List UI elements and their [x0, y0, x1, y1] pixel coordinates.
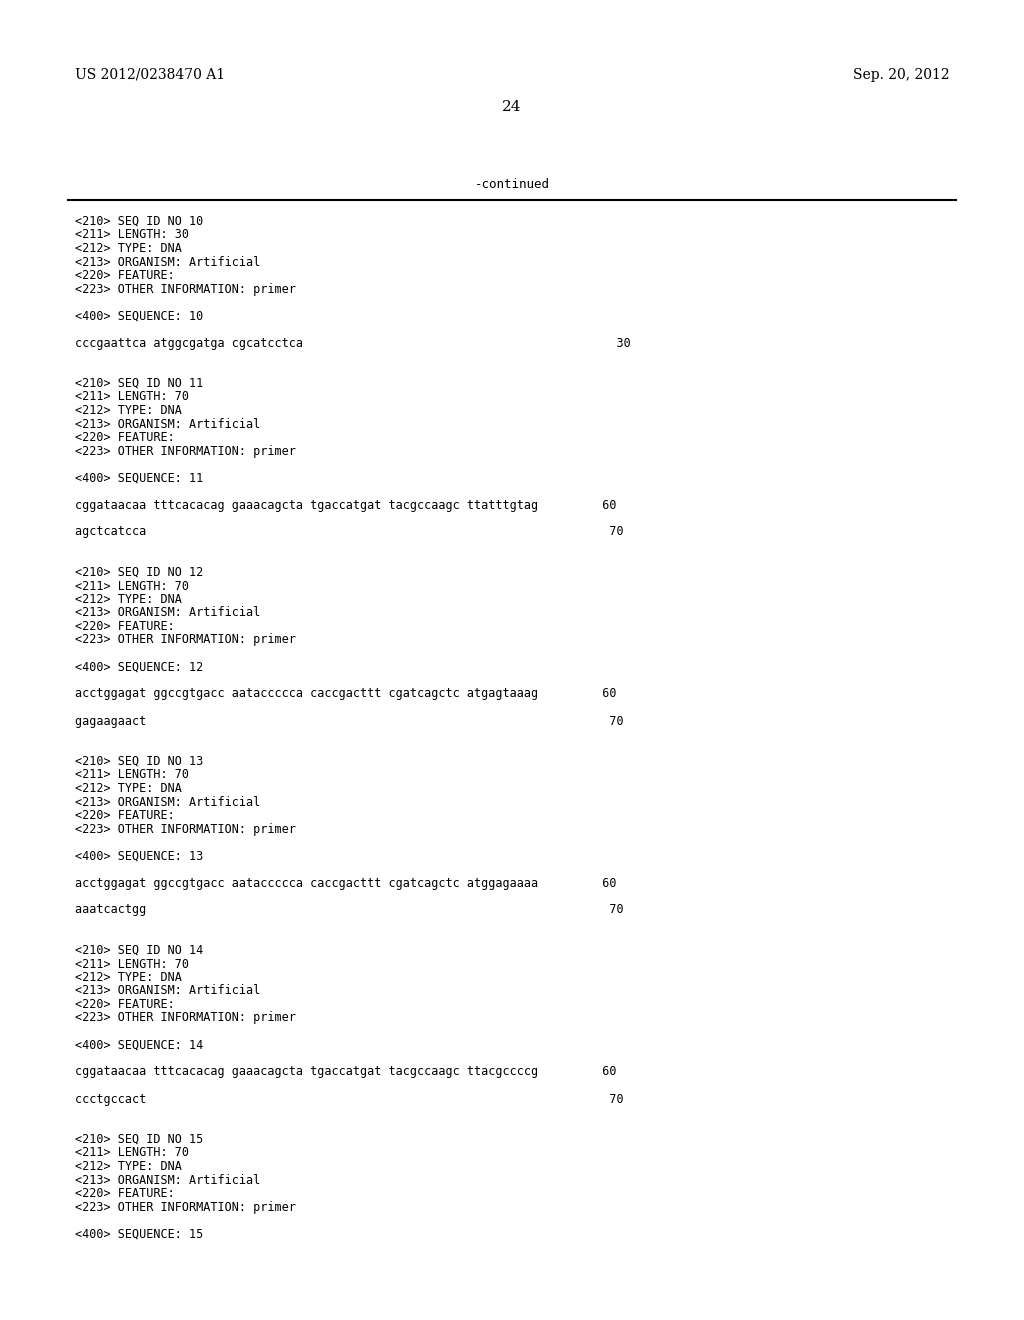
Text: <213> ORGANISM: Artificial: <213> ORGANISM: Artificial	[75, 606, 260, 619]
Text: <211> LENGTH: 70: <211> LENGTH: 70	[75, 579, 189, 593]
Text: <212> TYPE: DNA: <212> TYPE: DNA	[75, 593, 182, 606]
Text: <211> LENGTH: 30: <211> LENGTH: 30	[75, 228, 189, 242]
Text: ccctgccact                                                                 70: ccctgccact 70	[75, 1093, 624, 1106]
Text: gagaagaact                                                                 70: gagaagaact 70	[75, 714, 624, 727]
Text: -continued: -continued	[474, 178, 550, 191]
Text: cggataacaa tttcacacag gaaacagcta tgaccatgat tacgccaagc ttacgccccg         60: cggataacaa tttcacacag gaaacagcta tgaccat…	[75, 1065, 616, 1078]
Text: <213> ORGANISM: Artificial: <213> ORGANISM: Artificial	[75, 1173, 260, 1187]
Text: <220> FEATURE:: <220> FEATURE:	[75, 998, 175, 1011]
Text: US 2012/0238470 A1: US 2012/0238470 A1	[75, 69, 225, 82]
Text: <212> TYPE: DNA: <212> TYPE: DNA	[75, 242, 182, 255]
Text: <212> TYPE: DNA: <212> TYPE: DNA	[75, 781, 182, 795]
Text: <223> OTHER INFORMATION: primer: <223> OTHER INFORMATION: primer	[75, 822, 296, 836]
Text: <213> ORGANISM: Artificial: <213> ORGANISM: Artificial	[75, 256, 260, 268]
Text: <211> LENGTH: 70: <211> LENGTH: 70	[75, 957, 189, 970]
Text: <210> SEQ ID NO 10: <210> SEQ ID NO 10	[75, 215, 203, 228]
Text: <210> SEQ ID NO 13: <210> SEQ ID NO 13	[75, 755, 203, 768]
Text: <213> ORGANISM: Artificial: <213> ORGANISM: Artificial	[75, 417, 260, 430]
Text: <400> SEQUENCE: 11: <400> SEQUENCE: 11	[75, 471, 203, 484]
Text: <223> OTHER INFORMATION: primer: <223> OTHER INFORMATION: primer	[75, 634, 296, 647]
Text: <211> LENGTH: 70: <211> LENGTH: 70	[75, 1147, 189, 1159]
Text: <213> ORGANISM: Artificial: <213> ORGANISM: Artificial	[75, 796, 260, 808]
Text: <220> FEATURE:: <220> FEATURE:	[75, 269, 175, 282]
Text: cccgaattca atggcgatga cgcatcctca                                            30: cccgaattca atggcgatga cgcatcctca 30	[75, 337, 631, 350]
Text: <210> SEQ ID NO 12: <210> SEQ ID NO 12	[75, 566, 203, 579]
Text: <220> FEATURE:: <220> FEATURE:	[75, 809, 175, 822]
Text: Sep. 20, 2012: Sep. 20, 2012	[853, 69, 950, 82]
Text: <223> OTHER INFORMATION: primer: <223> OTHER INFORMATION: primer	[75, 282, 296, 296]
Text: 24: 24	[502, 100, 522, 114]
Text: <223> OTHER INFORMATION: primer: <223> OTHER INFORMATION: primer	[75, 1200, 296, 1213]
Text: <400> SEQUENCE: 15: <400> SEQUENCE: 15	[75, 1228, 203, 1241]
Text: <210> SEQ ID NO 14: <210> SEQ ID NO 14	[75, 944, 203, 957]
Text: <210> SEQ ID NO 11: <210> SEQ ID NO 11	[75, 378, 203, 389]
Text: <400> SEQUENCE: 10: <400> SEQUENCE: 10	[75, 309, 203, 322]
Text: <220> FEATURE:: <220> FEATURE:	[75, 1187, 175, 1200]
Text: acctggagat ggccgtgacc aataccccca caccgacttt cgatcagctc atgagtaaag         60: acctggagat ggccgtgacc aataccccca caccgac…	[75, 688, 616, 701]
Text: <220> FEATURE:: <220> FEATURE:	[75, 432, 175, 444]
Text: <211> LENGTH: 70: <211> LENGTH: 70	[75, 768, 189, 781]
Text: <223> OTHER INFORMATION: primer: <223> OTHER INFORMATION: primer	[75, 1011, 296, 1024]
Text: aaatcactgg                                                                 70: aaatcactgg 70	[75, 903, 624, 916]
Text: <212> TYPE: DNA: <212> TYPE: DNA	[75, 972, 182, 983]
Text: agctcatcca                                                                 70: agctcatcca 70	[75, 525, 624, 539]
Text: <400> SEQUENCE: 14: <400> SEQUENCE: 14	[75, 1039, 203, 1052]
Text: acctggagat ggccgtgacc aataccccca caccgacttt cgatcagctc atggagaaaa         60: acctggagat ggccgtgacc aataccccca caccgac…	[75, 876, 616, 890]
Text: <212> TYPE: DNA: <212> TYPE: DNA	[75, 404, 182, 417]
Text: <400> SEQUENCE: 13: <400> SEQUENCE: 13	[75, 850, 203, 862]
Text: <400> SEQUENCE: 12: <400> SEQUENCE: 12	[75, 660, 203, 673]
Text: <213> ORGANISM: Artificial: <213> ORGANISM: Artificial	[75, 985, 260, 998]
Text: cggataacaa tttcacacag gaaacagcta tgaccatgat tacgccaagc ttatttgtag         60: cggataacaa tttcacacag gaaacagcta tgaccat…	[75, 499, 616, 511]
Text: <210> SEQ ID NO 15: <210> SEQ ID NO 15	[75, 1133, 203, 1146]
Text: <220> FEATURE:: <220> FEATURE:	[75, 620, 175, 634]
Text: <211> LENGTH: 70: <211> LENGTH: 70	[75, 391, 189, 404]
Text: <212> TYPE: DNA: <212> TYPE: DNA	[75, 1160, 182, 1173]
Text: <223> OTHER INFORMATION: primer: <223> OTHER INFORMATION: primer	[75, 445, 296, 458]
